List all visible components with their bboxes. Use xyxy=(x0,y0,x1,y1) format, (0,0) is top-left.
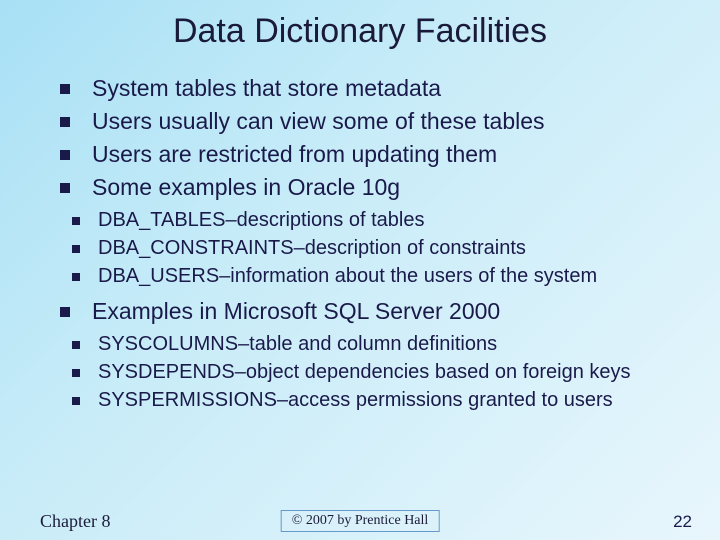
sub-bullet-list: SYSCOLUMNS–table and column definitions … xyxy=(0,331,720,414)
bullet-text: Some examples in Oracle 10g xyxy=(92,174,400,200)
sub-bullet-text: SYSDEPENDS–object dependencies based on … xyxy=(98,361,631,383)
slide-footer: Chapter 8 © 2007 by Prentice Hall 22 xyxy=(0,502,720,532)
sub-bullet-item: SYSCOLUMNS–table and column definitions xyxy=(72,331,720,358)
bullet-text: Examples in Microsoft SQL Server 2000 xyxy=(92,298,500,324)
bullet-text: Users usually can view some of these tab… xyxy=(92,108,545,134)
copyright-label: © 2007 by Prentice Hall xyxy=(281,510,440,532)
bullet-item: Users usually can view some of these tab… xyxy=(60,106,720,137)
page-number: 22 xyxy=(673,512,692,532)
bullet-item: System tables that store metadata xyxy=(60,73,720,104)
bullet-text: System tables that store metadata xyxy=(92,75,441,101)
sub-bullet-item: SYSDEPENDS–object dependencies based on … xyxy=(72,359,720,386)
bullet-item: Users are restricted from updating them xyxy=(60,139,720,170)
bullet-text: Users are restricted from updating them xyxy=(92,141,497,167)
chapter-label: Chapter 8 xyxy=(40,511,110,532)
sub-bullet-item: DBA_USERS–information about the users of… xyxy=(72,263,720,290)
sub-bullet-text: DBA_USERS–information about the users of… xyxy=(98,265,597,287)
slide-title: Data Dictionary Facilities xyxy=(0,12,720,51)
sub-bullet-text: SYSCOLUMNS–table and column definitions xyxy=(98,333,497,355)
bullet-list: Examples in Microsoft SQL Server 2000 xyxy=(0,296,720,327)
sub-bullet-text: SYSPERMISSIONS–access permissions grante… xyxy=(98,389,613,411)
sub-bullet-text: DBA_CONSTRAINTS–description of constrain… xyxy=(98,237,526,259)
bullet-item: Some examples in Oracle 10g xyxy=(60,172,720,203)
slide: Data Dictionary Facilities System tables… xyxy=(0,0,720,540)
sub-bullet-item: DBA_TABLES–descriptions of tables xyxy=(72,207,720,234)
sub-bullet-item: SYSPERMISSIONS–access permissions grante… xyxy=(72,387,720,414)
sub-bullet-item: DBA_CONSTRAINTS–description of constrain… xyxy=(72,235,720,262)
bullet-list: System tables that store metadata Users … xyxy=(0,73,720,203)
bullet-item: Examples in Microsoft SQL Server 2000 xyxy=(60,296,720,327)
sub-bullet-text: DBA_TABLES–descriptions of tables xyxy=(98,209,424,231)
sub-bullet-list: DBA_TABLES–descriptions of tables DBA_CO… xyxy=(0,207,720,290)
